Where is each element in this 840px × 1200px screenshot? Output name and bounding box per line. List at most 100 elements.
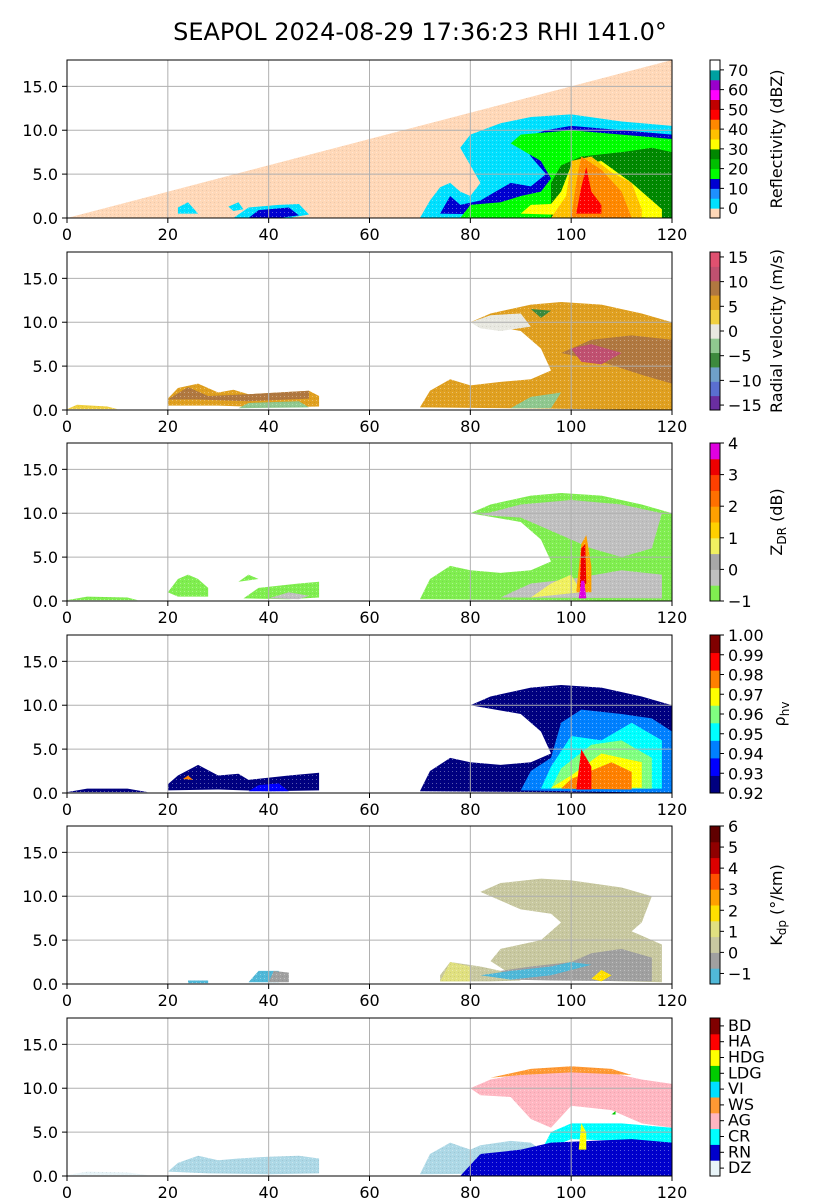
colorbar-segment bbox=[710, 60, 720, 71]
colorbar-segment bbox=[710, 188, 720, 199]
colorbar-label: ZDR (dB) bbox=[767, 488, 789, 555]
gridlines bbox=[67, 826, 672, 984]
echo-texture bbox=[480, 962, 592, 980]
panel-correlation_coefficient: 0 20 40 60 80 100 1200.05.010.015.00.920.930.9… bbox=[22, 626, 792, 819]
echo-texture bbox=[576, 749, 592, 790]
colorbar-tick-label: 5 bbox=[728, 838, 738, 857]
colorbar-segment bbox=[710, 705, 720, 724]
colorbar-segment bbox=[710, 1112, 720, 1130]
echo-texture bbox=[576, 167, 602, 214]
colorbar-segment bbox=[710, 458, 720, 476]
colorbar-tick-label: −15 bbox=[728, 396, 762, 415]
colorbar-tick-label: 10 bbox=[728, 179, 748, 198]
colorbar-segment bbox=[710, 826, 720, 843]
x-tick-label: 80 bbox=[460, 225, 480, 244]
echo-texture bbox=[167, 1155, 320, 1175]
colorbar-segment bbox=[710, 323, 720, 339]
field-specific_differential_phase bbox=[188, 878, 662, 984]
colorbar: −15 −10 −5 0 5 10 15 Radial velocity (m/s) bbox=[709, 248, 786, 415]
x-tick-label: 0 bbox=[62, 608, 72, 627]
colorbar-segment bbox=[710, 109, 720, 120]
colorbar-segment bbox=[710, 537, 720, 555]
x-tick-label: 60 bbox=[359, 225, 379, 244]
y-tick-label: 10.0 bbox=[22, 121, 58, 140]
gridlines bbox=[67, 1018, 672, 1176]
colorbar-segment bbox=[710, 1097, 720, 1114]
panel-radial_velocity: 0 20 40 60 80 100 120 0.0 5.0 10.0 15.0 −15 −10 −5 0 5 1… bbox=[22, 248, 786, 436]
gridlines bbox=[67, 443, 672, 601]
echo-texture bbox=[530, 309, 551, 318]
echo-texture bbox=[67, 404, 118, 410]
echo-texture bbox=[67, 788, 148, 793]
x-tick-label: 120 bbox=[657, 608, 688, 627]
colorbar-segment bbox=[710, 652, 720, 671]
colorbar-tick-label: 40 bbox=[728, 120, 748, 139]
colorbar-tick-label: 1.00 bbox=[728, 626, 764, 645]
panel-reflectivity: 0 20 40 60 80 100 1200.05.010.015.001020304050… bbox=[22, 59, 786, 244]
x-tick-label: 20 bbox=[158, 417, 178, 436]
colorbar-segment bbox=[710, 920, 720, 938]
y-tick-label: 5.0 bbox=[33, 1123, 58, 1142]
colorbar-segment bbox=[710, 506, 720, 523]
echo-texture bbox=[530, 574, 582, 598]
colorbar-segment bbox=[710, 775, 720, 794]
colorbar-segment bbox=[710, 1160, 720, 1177]
x-tick-label: 0 bbox=[62, 225, 72, 244]
y-tick-label: 5.0 bbox=[33, 740, 58, 759]
colorbar-label: ρhv bbox=[770, 702, 792, 727]
colorbar-segment bbox=[710, 687, 720, 706]
y-tick-label: 15.0 bbox=[22, 652, 58, 671]
colorbar-tick-label: 15 bbox=[728, 248, 748, 267]
colorbar-segment bbox=[710, 1144, 720, 1161]
x-tick-label: 20 bbox=[158, 608, 178, 627]
colorbar-tick-label: 2 bbox=[728, 901, 738, 920]
colorbar-tick-label: −1 bbox=[728, 592, 752, 611]
colorbar-segment bbox=[710, 266, 720, 282]
colorbar-segment bbox=[710, 338, 720, 354]
echo-texture bbox=[167, 764, 320, 792]
colorbar-tick-label: 0 bbox=[728, 560, 738, 579]
echo-texture bbox=[238, 401, 309, 409]
colorbar-tick-label: 0.97 bbox=[728, 685, 764, 704]
x-tick-label: 100 bbox=[556, 991, 587, 1010]
colorbar-label: Radial velocity (m/s) bbox=[767, 249, 786, 413]
colorbar-segment bbox=[710, 722, 720, 741]
colorbar-segment bbox=[710, 670, 720, 689]
colorbar-tick-label: −1 bbox=[728, 964, 752, 983]
x-tick-label: 20 bbox=[158, 1183, 178, 1200]
y-tick-label: 0.0 bbox=[33, 975, 58, 994]
x-tick-label: 40 bbox=[258, 800, 278, 819]
colorbar-tick-label: 0.92 bbox=[728, 784, 764, 803]
echo-texture bbox=[611, 1111, 616, 1115]
colorbar-segment bbox=[710, 129, 720, 140]
colorbar-segment bbox=[710, 168, 720, 179]
panel-specific_differential_phase: 0 20 40 60 80 100 120 0.0 5.0 10.0 15.0 −1 0 1 2 3 4 5 6 Kd… bbox=[22, 817, 789, 1010]
gridlines bbox=[67, 60, 672, 218]
colorbar-frame bbox=[709, 442, 721, 602]
colorbar-segment bbox=[710, 490, 720, 507]
field-correlation_coefficient bbox=[67, 685, 672, 793]
colorbar-segment bbox=[710, 569, 720, 586]
colorbar-category-label: BD bbox=[728, 1016, 751, 1035]
colorbar-category-label: DZ bbox=[728, 1158, 751, 1177]
colorbar-tick-label: −10 bbox=[728, 371, 762, 390]
y-tick-label: 5.0 bbox=[33, 165, 58, 184]
colorbar-segment bbox=[710, 585, 720, 602]
y-tick-label: 5.0 bbox=[33, 931, 58, 950]
y-tick-label: 15.0 bbox=[22, 1035, 58, 1054]
figure-title: SEAPOL 2024-08-29 17:36:23 RHI 141.0° bbox=[173, 18, 667, 46]
colorbar-frame bbox=[709, 59, 721, 219]
colorbar-tick-label: 0.93 bbox=[728, 764, 764, 783]
colorbar-tick-label: 1 bbox=[728, 529, 738, 548]
x-tick-label: 80 bbox=[460, 417, 480, 436]
colorbar-segment bbox=[710, 740, 720, 759]
x-tick-label: 120 bbox=[657, 417, 688, 436]
colorbar-segment bbox=[710, 295, 720, 310]
y-tick-label: 0.0 bbox=[33, 401, 58, 420]
echo-texture bbox=[167, 387, 309, 402]
colorbar-segment bbox=[710, 889, 720, 906]
echo-texture bbox=[238, 574, 259, 582]
x-tick-label: 0 bbox=[62, 800, 72, 819]
colorbar-segment bbox=[710, 841, 720, 859]
